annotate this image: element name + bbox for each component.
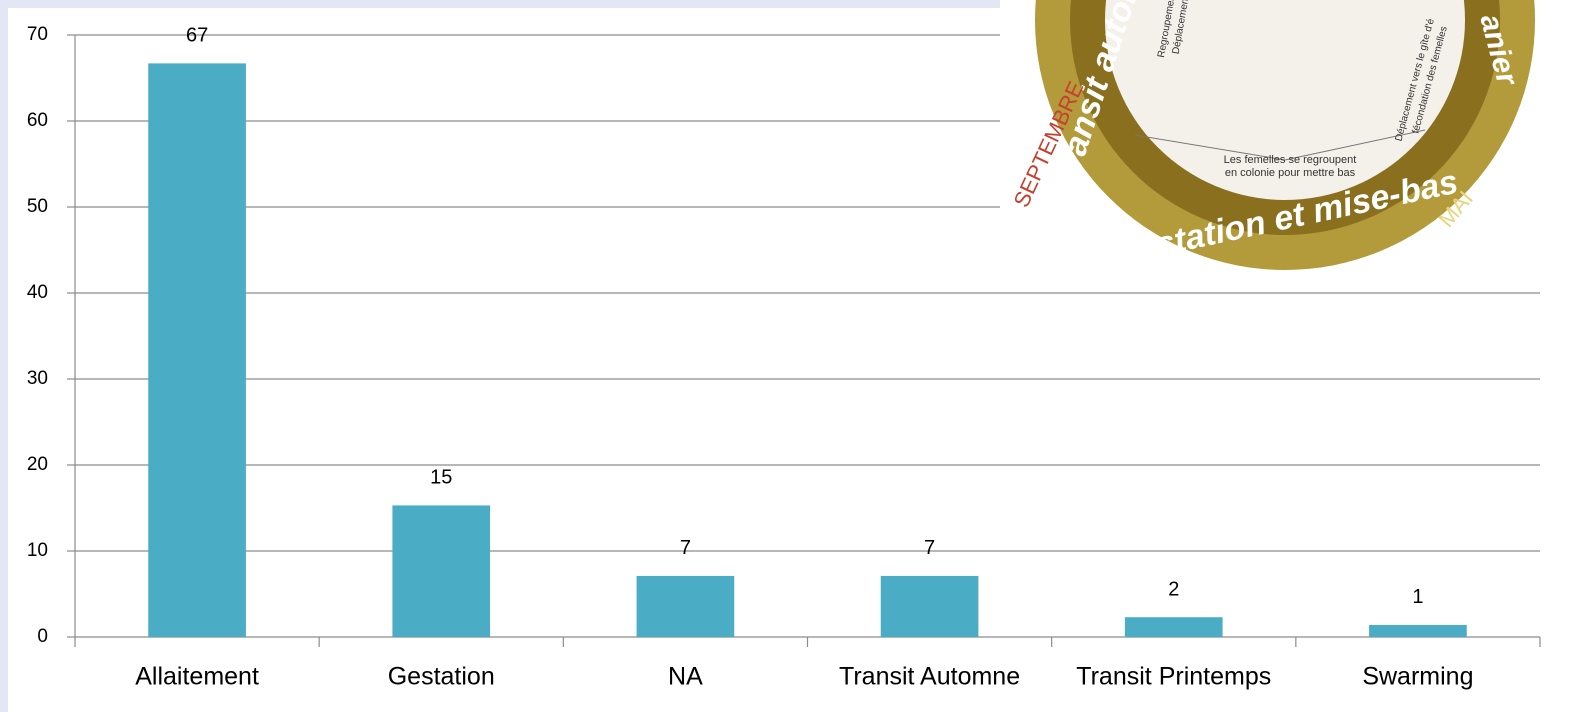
x-tick-label: Gestation: [388, 663, 495, 691]
value-label: 7: [680, 537, 691, 559]
divider: [1284, 129, 1426, 161]
bar: [1369, 624, 1467, 637]
inset-text: en colonie pour mettre bas: [1225, 167, 1356, 179]
bar: [1124, 617, 1223, 637]
y-tick-label: 20: [27, 454, 48, 475]
y-tick-label: 40: [27, 282, 48, 303]
bar: [880, 575, 979, 637]
y-tick-label: 30: [27, 368, 48, 389]
y-tick-label: 60: [27, 110, 48, 131]
x-tick-label: NA: [668, 663, 703, 691]
bar: [148, 63, 246, 637]
bar: [636, 575, 735, 637]
y-tick-label: 0: [37, 626, 48, 647]
inner-disc: [1105, 0, 1465, 200]
x-tick-label: Swarming: [1362, 663, 1473, 691]
x-tick-label: Transit Printemps: [1076, 663, 1271, 691]
frame: [0, 0, 1000, 8]
x-tick-label: Transit Automne: [839, 663, 1020, 691]
value-label: 7: [924, 537, 935, 559]
value-label: 2: [1168, 579, 1179, 601]
y-tick-label: 70: [27, 24, 48, 45]
value-label: 15: [430, 467, 452, 489]
value-label: 1: [1412, 586, 1423, 608]
value-label: 67: [186, 25, 208, 47]
y-tick-label: 50: [27, 196, 48, 217]
inset-text: Les femelles se regroupent: [1224, 154, 1357, 166]
y-tick-label: 10: [27, 540, 48, 561]
bar: [392, 505, 491, 637]
x-tick-label: Allaitement: [135, 663, 259, 691]
divider: [1134, 134, 1286, 161]
